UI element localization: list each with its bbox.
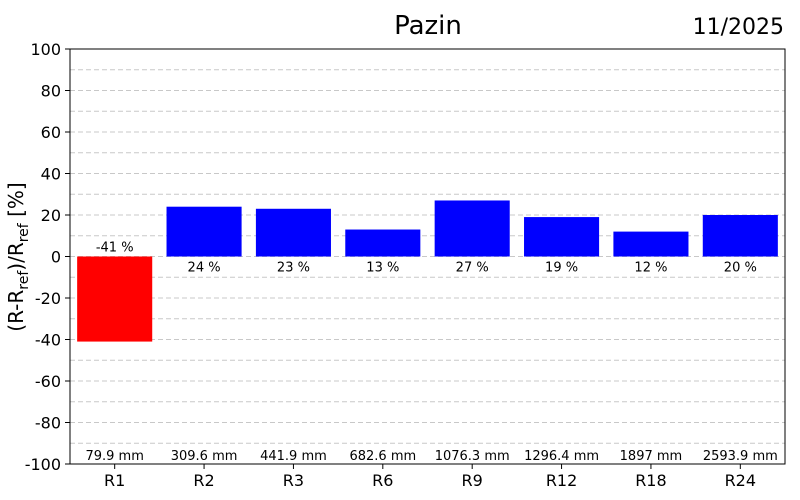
x-tick-label: R1 xyxy=(104,471,125,490)
bar xyxy=(524,217,600,257)
x-tick-label: R18 xyxy=(635,471,666,490)
amount-label: 1296.4 mm xyxy=(524,449,599,464)
y-tick-label: -80 xyxy=(35,414,61,433)
y-tick-label: 60 xyxy=(41,123,61,142)
y-tick-label: 40 xyxy=(41,165,61,184)
amount-label: 79.9 mm xyxy=(85,449,143,464)
x-tick-label: R3 xyxy=(283,471,304,490)
chart-title: Pazin xyxy=(394,11,462,41)
y-axis-label-sub1: ref xyxy=(16,270,32,290)
amount-label: 682.6 mm xyxy=(349,449,416,464)
bar xyxy=(434,200,510,257)
value-label: 20 % xyxy=(724,261,757,276)
y-tick-label: 100 xyxy=(30,40,61,59)
y-tick-label: -100 xyxy=(25,455,61,474)
axes: 100 80 60 40 20 0 -20 -40 -60 -80 -100 R1 R2 R3 R6 R9 R1… xyxy=(25,40,756,490)
bar xyxy=(77,256,153,342)
x-tick-label: R24 xyxy=(725,471,756,490)
bar xyxy=(613,231,689,257)
value-label: 27 % xyxy=(456,261,489,276)
amount-label: 441.9 mm xyxy=(260,449,327,464)
bar xyxy=(702,215,778,257)
amount-label: 309.6 mm xyxy=(171,449,238,464)
y-axis-label-mid: )/R xyxy=(4,242,28,271)
y-tick-label: -60 xyxy=(35,372,61,391)
y-axis-label-base: (R-R xyxy=(4,290,28,332)
bar xyxy=(345,229,421,257)
labels: -41 % 79.9 mm 24 % 309.6 mm 23 % 441.9 mm 13 %… xyxy=(85,241,777,465)
bar xyxy=(166,206,242,257)
y-tick-label: -20 xyxy=(35,289,61,308)
y-axis-label-tail: [%] xyxy=(4,182,28,223)
x-tick-label: R2 xyxy=(193,471,214,490)
bar xyxy=(255,208,331,257)
y-tick-label: 80 xyxy=(41,82,61,101)
x-tick-label: R6 xyxy=(372,471,393,490)
y-tick-label: 20 xyxy=(41,206,61,225)
value-label: -41 % xyxy=(96,241,134,256)
value-label: 24 % xyxy=(188,261,221,276)
y-axis-label: (R-Rref)/Rref [%] xyxy=(4,182,32,331)
y-tick-label: -40 xyxy=(35,331,61,350)
bars xyxy=(77,200,778,342)
amount-label: 1076.3 mm xyxy=(435,449,510,464)
x-tick-label: R9 xyxy=(462,471,483,490)
y-tick-label: 0 xyxy=(51,248,61,267)
amount-label: 2593.9 mm xyxy=(703,449,778,464)
value-label: 19 % xyxy=(545,261,578,276)
value-label: 13 % xyxy=(366,261,399,276)
amount-label: 1897 mm xyxy=(620,449,683,464)
value-label: 23 % xyxy=(277,261,310,276)
chart-date: 11/2025 xyxy=(693,15,784,40)
value-label: 12 % xyxy=(634,261,667,276)
y-axis-label-sub2: ref xyxy=(16,222,32,242)
x-tick-label: R12 xyxy=(546,471,577,490)
